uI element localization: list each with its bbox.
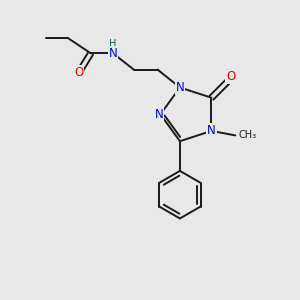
Text: N: N [176,81,184,94]
Text: O: O [226,70,236,83]
Text: O: O [74,66,83,79]
Text: N: N [154,108,163,121]
Text: N: N [207,124,216,137]
Text: H: H [110,39,117,49]
Text: CH₃: CH₃ [239,130,257,140]
Text: N: N [109,47,117,60]
